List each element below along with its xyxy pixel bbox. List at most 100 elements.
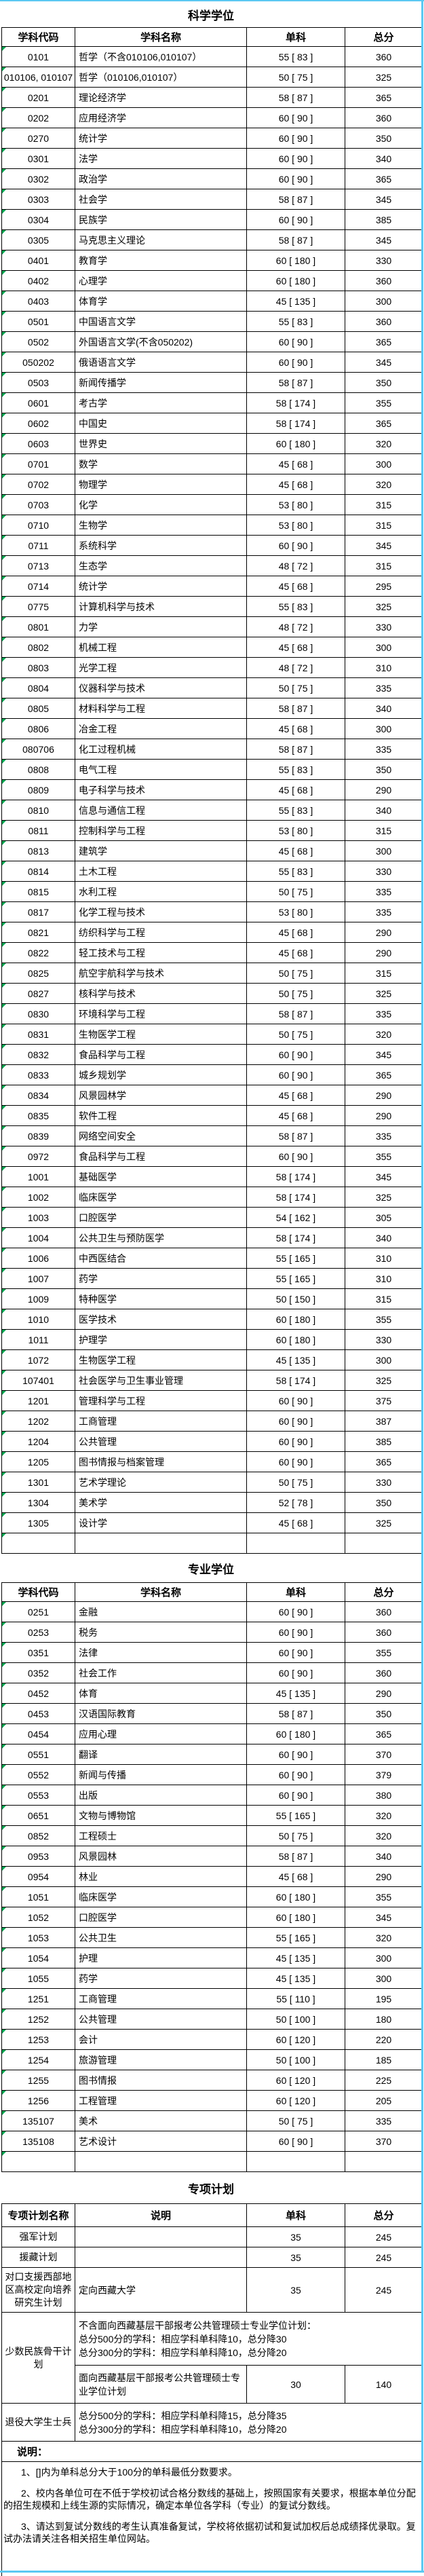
subject-code: 0835 — [1, 1105, 75, 1126]
single-score: 60 [ 90 ] — [246, 1744, 345, 1765]
table-row: 强军计划 35 245 — [1, 2226, 423, 2247]
single-score: 50 [ 75 ] — [246, 67, 345, 88]
table-row: 0802 机械工程 45 [ 68 ] 300 — [1, 637, 423, 658]
total-score: 360 — [345, 46, 423, 67]
subject-code: 0808 — [1, 759, 75, 780]
subject-name: 马克思主义理论 — [75, 229, 247, 250]
table-row: 0101 哲学（不含010106,010107） 55 [ 83 ] 360 — [1, 46, 423, 67]
total-score: 335 — [345, 739, 423, 760]
professional-table: 学科代码 学科名称 单科 总分 0251 金融 60 [ 90 ] 360 0253 税务… — [1, 1582, 423, 2172]
table-row: 1255 图书情报 60 [ 120 ] 225 — [1, 2070, 423, 2091]
total-score: 365 — [345, 1723, 423, 1744]
table-row: 1256 工程管理 60 [ 120 ] 205 — [1, 2090, 423, 2111]
column-header-plan-name: 专项计划名称 — [1, 2203, 75, 2227]
total-score: 340 — [345, 698, 423, 719]
plan-name: 强军计划 — [1, 2226, 75, 2247]
total-score: 387 — [345, 1411, 423, 1432]
single-score: 50 [ 75 ] — [246, 2110, 345, 2131]
single-score: 58 [ 87 ] — [246, 1703, 345, 1724]
subject-name: 控制科学与工程 — [75, 820, 247, 841]
subject-name: 电子科学与技术 — [75, 779, 247, 800]
subject-code: 0811 — [1, 820, 75, 841]
subject-code: 1201 — [1, 1390, 75, 1411]
column-header-code: 学科代码 — [1, 1582, 75, 1602]
subject-code: 080706 — [1, 739, 75, 760]
subject-code: 0305 — [1, 229, 75, 250]
total-score: 290 — [345, 922, 423, 943]
subject-code: 1305 — [1, 1512, 75, 1533]
single-score: 60 [ 90 ] — [246, 1601, 345, 1622]
total-score: 315 — [345, 820, 423, 841]
subject-name: 口腔医学 — [75, 1907, 247, 1928]
table-row: 1006 中西医结合 55 [ 165 ] 310 — [1, 1248, 423, 1269]
total-score: 330 — [345, 1472, 423, 1493]
subject-code: 1205 — [1, 1451, 75, 1472]
single-score: 58 [ 174 ] — [246, 1187, 345, 1208]
subject-name: 会计 — [75, 2029, 247, 2050]
table-row: 0713 生态学 48 [ 72 ] 315 — [1, 555, 423, 576]
subject-name: 工商管理 — [75, 1988, 247, 2009]
subject-name: 城乡规划学 — [75, 1064, 247, 1085]
total-score: 365 — [345, 331, 423, 352]
total-score: 360 — [345, 1622, 423, 1643]
subject-code: 0551 — [1, 1744, 75, 1765]
subject-name: 应用心理 — [75, 1723, 247, 1744]
subject-code: 0711 — [1, 535, 75, 556]
total-score: 300 — [345, 1968, 423, 1989]
single-score: 58 [ 174 ] — [246, 413, 345, 434]
single-score: 60 [ 120 ] — [246, 2090, 345, 2111]
subject-name: 法学 — [75, 148, 247, 169]
subject-name: 图书情报 — [75, 2070, 247, 2091]
table-row: 面向西藏基层干部报考公共管理硕士专业学位计划 30 140 — [2, 2365, 423, 2404]
notes-label: 说明： — [1, 2442, 421, 2462]
subject-code: 0815 — [1, 881, 75, 902]
single-score: 60 [ 90 ] — [246, 331, 345, 352]
single-score: 60 [ 90 ] — [246, 1146, 345, 1167]
single-score: 45 [ 68 ] — [246, 779, 345, 800]
subject-code — [1, 1533, 75, 1554]
subject-name: 临床医学 — [75, 1886, 247, 1907]
table-row: 0972 食品科学与工程 60 [ 90 ] 355 — [1, 1146, 423, 1167]
subject-name: 统计学 — [75, 128, 247, 149]
column-header-description: 说明 — [75, 2203, 247, 2227]
subject-code: 0403 — [1, 291, 75, 312]
subject-name: 中国史 — [75, 413, 247, 434]
table-row: 0825 航空宇航科学与技术 50 [ 75 ] 315 — [1, 963, 423, 984]
subject-name: 设计学 — [75, 1512, 247, 1533]
table-row: 0601 考古学 58 [ 174 ] 355 — [1, 392, 423, 413]
subject-name: 哲学（不含010106,010107） — [75, 46, 247, 67]
subject-name: 化学 — [75, 494, 247, 515]
subject-name: 环境科学与工程 — [75, 1003, 247, 1024]
single-score: 50 [ 75 ] — [246, 1825, 345, 1846]
subject-name: 材料科学与工程 — [75, 698, 247, 719]
subject-name: 新闻与传播 — [75, 1764, 247, 1785]
subject-code: 1256 — [1, 2090, 75, 2111]
subject-name: 电气工程 — [75, 759, 247, 780]
subject-code: 0453 — [1, 1703, 75, 1724]
table-row: 0803 光学工程 48 [ 72 ] 310 — [1, 657, 423, 678]
single-score: 60 [ 90 ] — [246, 1662, 345, 1683]
total-score: 350 — [345, 1703, 423, 1724]
total-score: 330 — [345, 861, 423, 882]
subject-name: 应用经济学 — [75, 107, 247, 128]
subject-name: 药学 — [75, 1268, 247, 1289]
total-score: 365 — [345, 87, 423, 108]
table-row: 107401 社会医学与卫生事业管理 58 [ 174 ] 325 — [1, 1370, 423, 1391]
single-score: 60 [ 90 ] — [246, 1622, 345, 1643]
total-score: 205 — [345, 2090, 423, 2111]
single-score: 60 [ 90 ] — [246, 1764, 345, 1785]
subject-name — [75, 2151, 247, 2172]
total-score: 315 — [345, 555, 423, 576]
total-score: 380 — [345, 1785, 423, 1806]
subject-code: 0352 — [1, 1662, 75, 1683]
single-score: 45 [ 68 ] — [246, 453, 345, 474]
subject-code: 0801 — [1, 616, 75, 637]
total-score: 300 — [345, 453, 423, 474]
subject-code: 1254 — [1, 2049, 75, 2070]
plan-name: 退役大学生士兵 — [1, 2403, 75, 2442]
single-score: 45 [ 68 ] — [246, 1085, 345, 1106]
subject-code: 0827 — [1, 983, 75, 1004]
single-score: 53 [ 80 ] — [246, 494, 345, 515]
table-row: 050202 俄语语言文学 60 [ 90 ] 345 — [1, 352, 423, 373]
